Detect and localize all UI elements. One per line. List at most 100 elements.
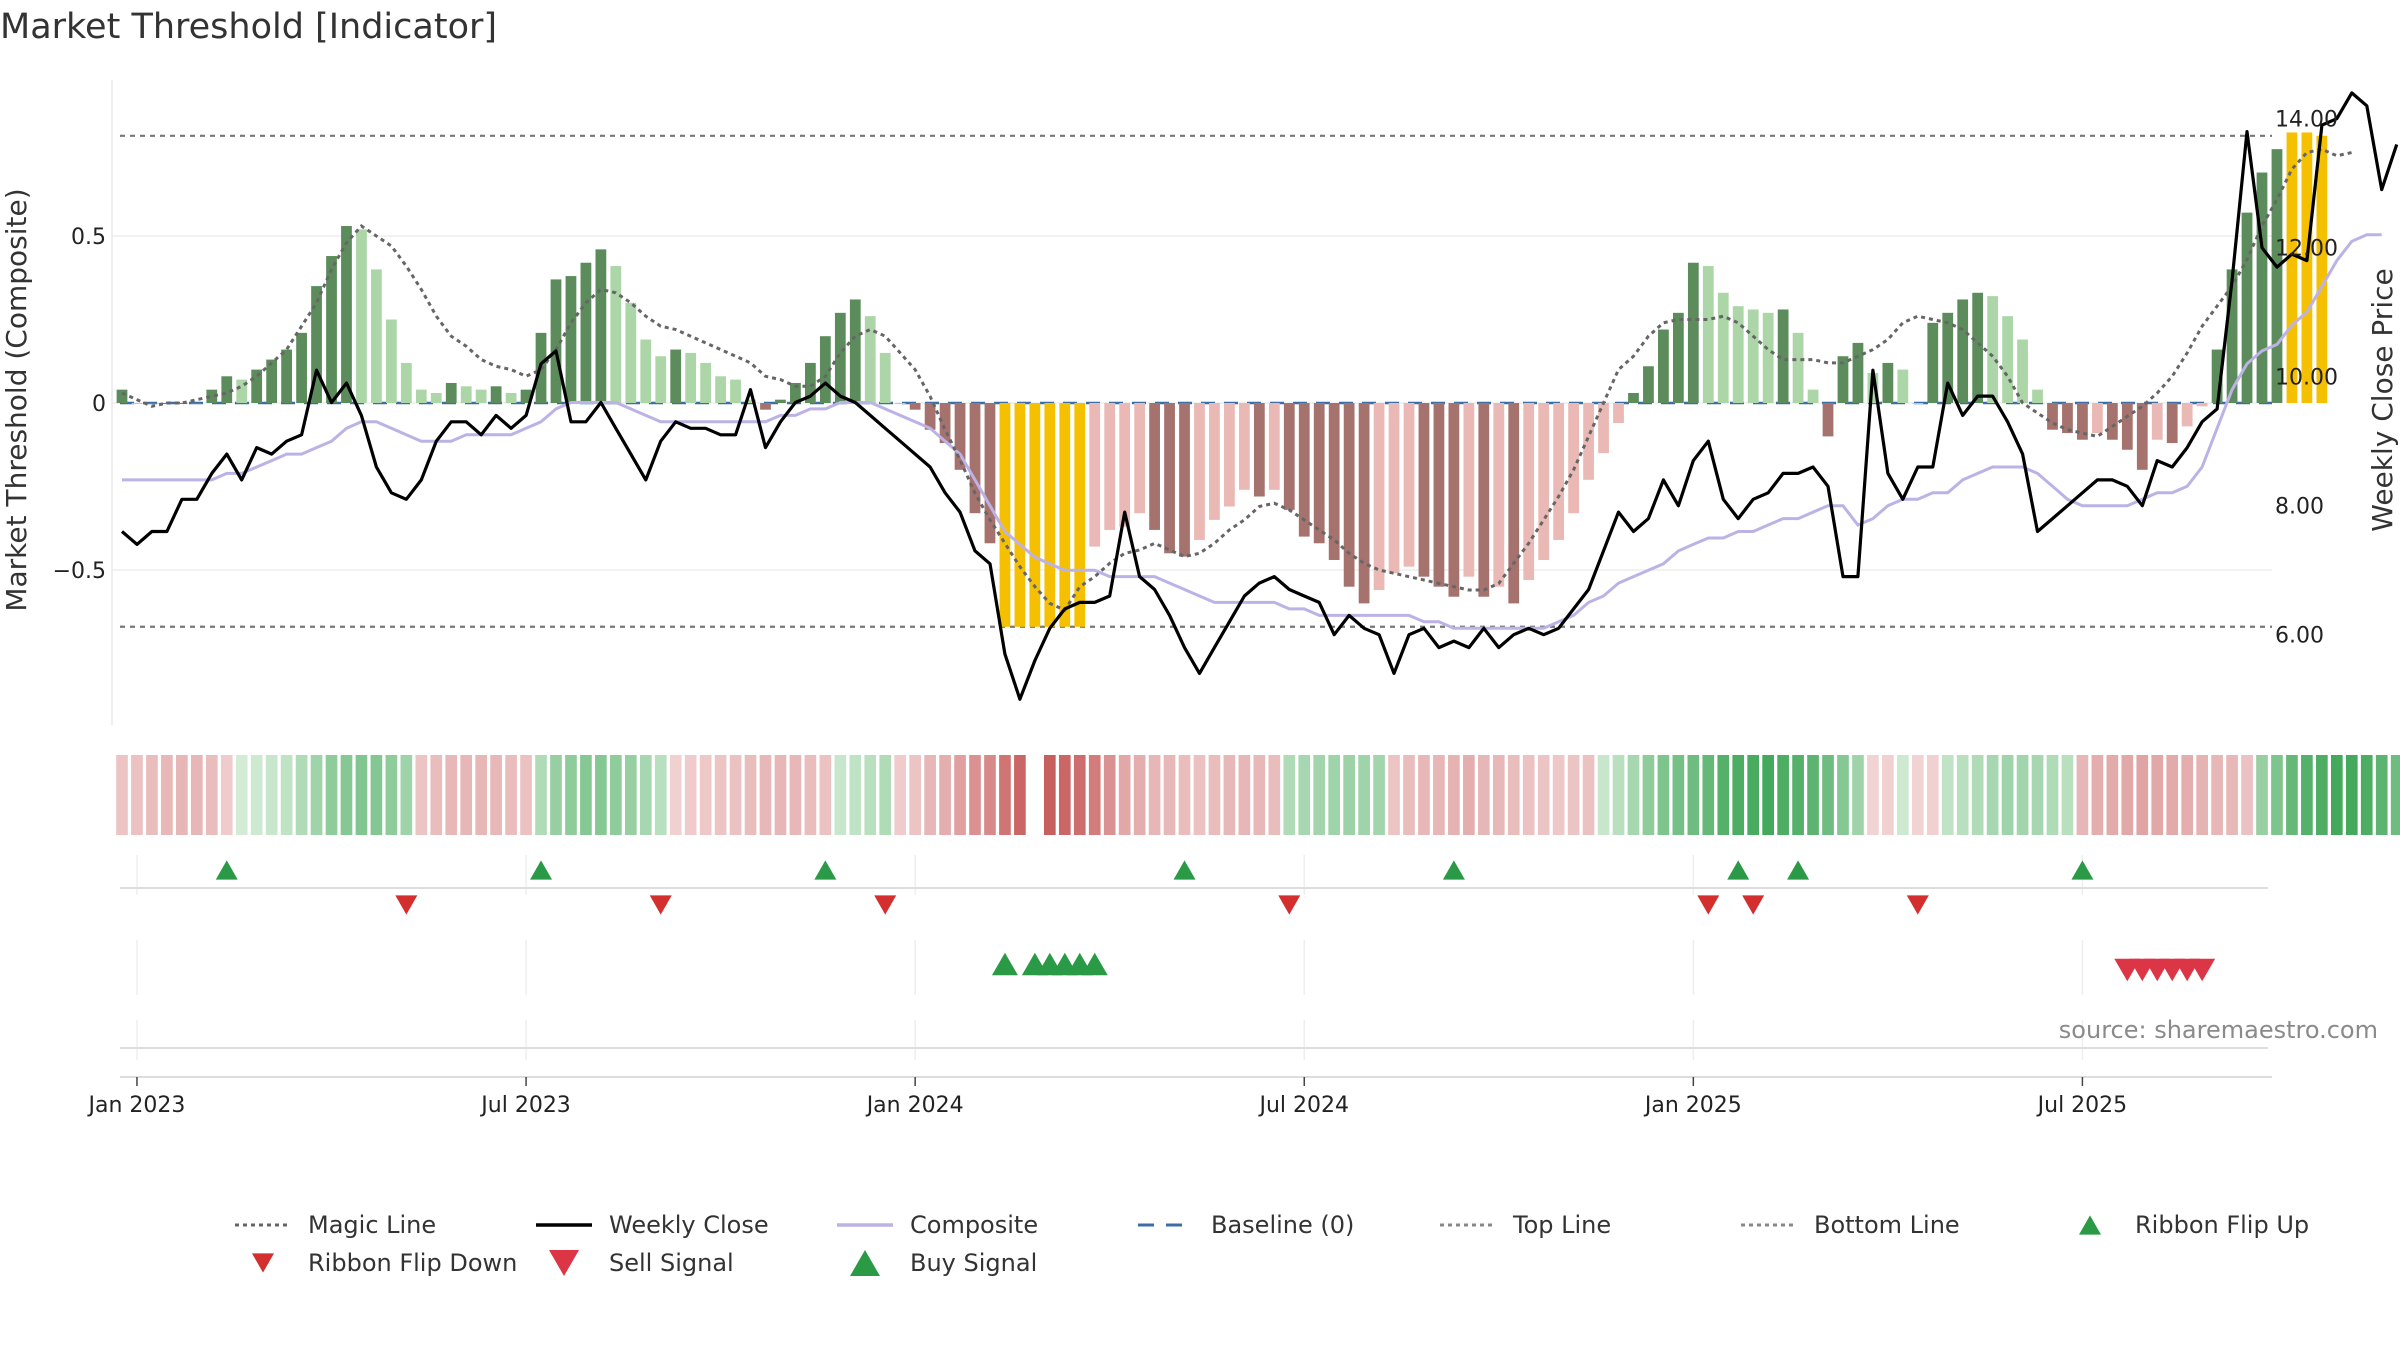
weekly-close-line <box>120 91 2399 701</box>
ribbon-cell <box>2360 755 2373 835</box>
ribbon-cell <box>2106 755 2119 835</box>
composite-bar <box>1523 403 1535 581</box>
ribbon-cell <box>1642 755 1655 835</box>
composite-bar <box>655 356 667 403</box>
composite-bar <box>1373 403 1385 591</box>
ribbon-cell <box>1298 755 1311 835</box>
composite-bar <box>834 312 846 403</box>
ribbon-cell <box>2091 755 2104 835</box>
ribbon-cell <box>1328 755 1341 835</box>
ribbon-cell <box>894 755 907 835</box>
ribbon-cell <box>2181 755 2194 835</box>
composite-bar <box>999 403 1011 627</box>
ribbon-cell <box>1582 755 1595 835</box>
composite-bar <box>2151 403 2163 440</box>
legend-label: Ribbon Flip Up <box>2135 1211 2309 1239</box>
composite-bar <box>1164 403 1175 554</box>
ribbon-cell <box>2390 755 2400 835</box>
ribbon-cell <box>1388 755 1400 835</box>
composite-bar <box>1313 403 1325 544</box>
composite-bar <box>909 403 921 410</box>
composite-bar <box>1253 403 1265 497</box>
composite-bar <box>2077 403 2088 440</box>
composite-bar <box>1463 403 1475 577</box>
x-axis: Jan 2023 Jul 2023 Jan 2024 Jul 2024 Jan 2025… <box>87 1076 2272 1118</box>
ribbon-cell <box>490 755 502 835</box>
legend-item: Ribbon Flip Up <box>2079 1211 2309 1239</box>
ribbon-cell <box>1178 755 1191 835</box>
composite-bar <box>2241 212 2253 403</box>
ribbon-cell <box>2151 755 2164 835</box>
ribbon-cell <box>1448 755 1460 835</box>
composite-bar <box>685 352 697 403</box>
ribbon-flip-up-marker <box>215 860 238 880</box>
composite-bar <box>1972 292 1984 403</box>
ribbon-cell <box>1507 755 1520 835</box>
source-credit: source: sharemaestro.com <box>2059 1016 2378 1044</box>
composite-bar <box>445 382 457 403</box>
composite-bar <box>281 349 293 403</box>
ribbon-cell <box>1358 755 1370 835</box>
ribbon-cell <box>176 755 188 835</box>
ribbon-cell <box>1732 755 1745 835</box>
ribbon-cell <box>624 755 637 835</box>
x-tick-label: Jul 2023 <box>479 1093 571 1118</box>
y-tick-label: 0.5 <box>71 225 106 250</box>
composite-bar <box>1672 312 1684 403</box>
ribbon-cell <box>819 755 832 835</box>
ribbon-flip-down-marker <box>395 895 418 915</box>
ribbon-cell <box>1477 755 1490 835</box>
composite-bar <box>1987 296 1999 403</box>
legend-item: Ribbon Flip Down <box>252 1249 517 1277</box>
composite-bar <box>2271 149 2283 403</box>
ribbon-cell <box>415 755 428 835</box>
ribbon-cell <box>1762 755 1774 835</box>
ribbon-cell <box>2076 755 2089 835</box>
composite-bar <box>2211 349 2223 403</box>
composite-bar <box>1538 403 1550 560</box>
ribbon-flip-up-marker <box>530 860 553 880</box>
ribbon-cell <box>580 755 592 835</box>
axes: 0.5 0 −0.5 14.00 12.00 10.00 8.00 6.00 <box>53 80 2338 725</box>
ribbon-cell <box>1373 755 1385 835</box>
legend-swatch <box>549 1249 579 1277</box>
ribbon-cell <box>1103 755 1116 835</box>
ribbon-cell <box>1867 755 1879 835</box>
ribbon-cell <box>879 755 892 835</box>
composite-bar <box>2047 403 2058 430</box>
ribbon-cell <box>1956 755 1969 835</box>
composite-bar <box>1268 403 1280 490</box>
ribbon-flip-up-marker <box>1442 860 1465 880</box>
composite-bar <box>1717 292 1729 403</box>
buy-signal-marker <box>991 952 1018 976</box>
ribbon-cell <box>1088 755 1101 835</box>
series-lines <box>120 91 2399 701</box>
ribbon-cell <box>1268 755 1281 835</box>
composite-bar <box>1418 403 1430 577</box>
ribbon-cell <box>2001 755 2014 835</box>
composite-bar <box>819 336 831 403</box>
buy-signal-marker <box>1081 952 1108 976</box>
ribbon-cell <box>2226 755 2238 835</box>
ribbon-cell <box>205 755 218 835</box>
ribbon-flip-up-marker <box>2071 860 2094 880</box>
ribbon-cell <box>475 755 487 835</box>
composite-bar <box>2032 389 2043 403</box>
ribbon-cell <box>370 755 383 835</box>
y2-axis-title: Weekly Close Price <box>2366 268 2399 531</box>
composite-bar <box>2226 269 2238 403</box>
composite-bar <box>1014 403 1026 627</box>
legend-label: Baseline (0) <box>1211 1211 1354 1239</box>
ribbon-cell <box>2166 755 2179 835</box>
ribbon-cell <box>789 755 802 835</box>
ribbon-cell <box>1492 755 1505 835</box>
composite-bar <box>790 382 801 403</box>
composite-bar <box>146 403 158 404</box>
composite-bar <box>1478 403 1490 597</box>
ribbon-cell <box>1807 755 1819 835</box>
ribbon-cell <box>1822 755 1834 835</box>
ribbon-cell <box>849 755 862 835</box>
ribbon-cell <box>2256 755 2268 835</box>
ribbon-cell <box>1986 755 1999 835</box>
